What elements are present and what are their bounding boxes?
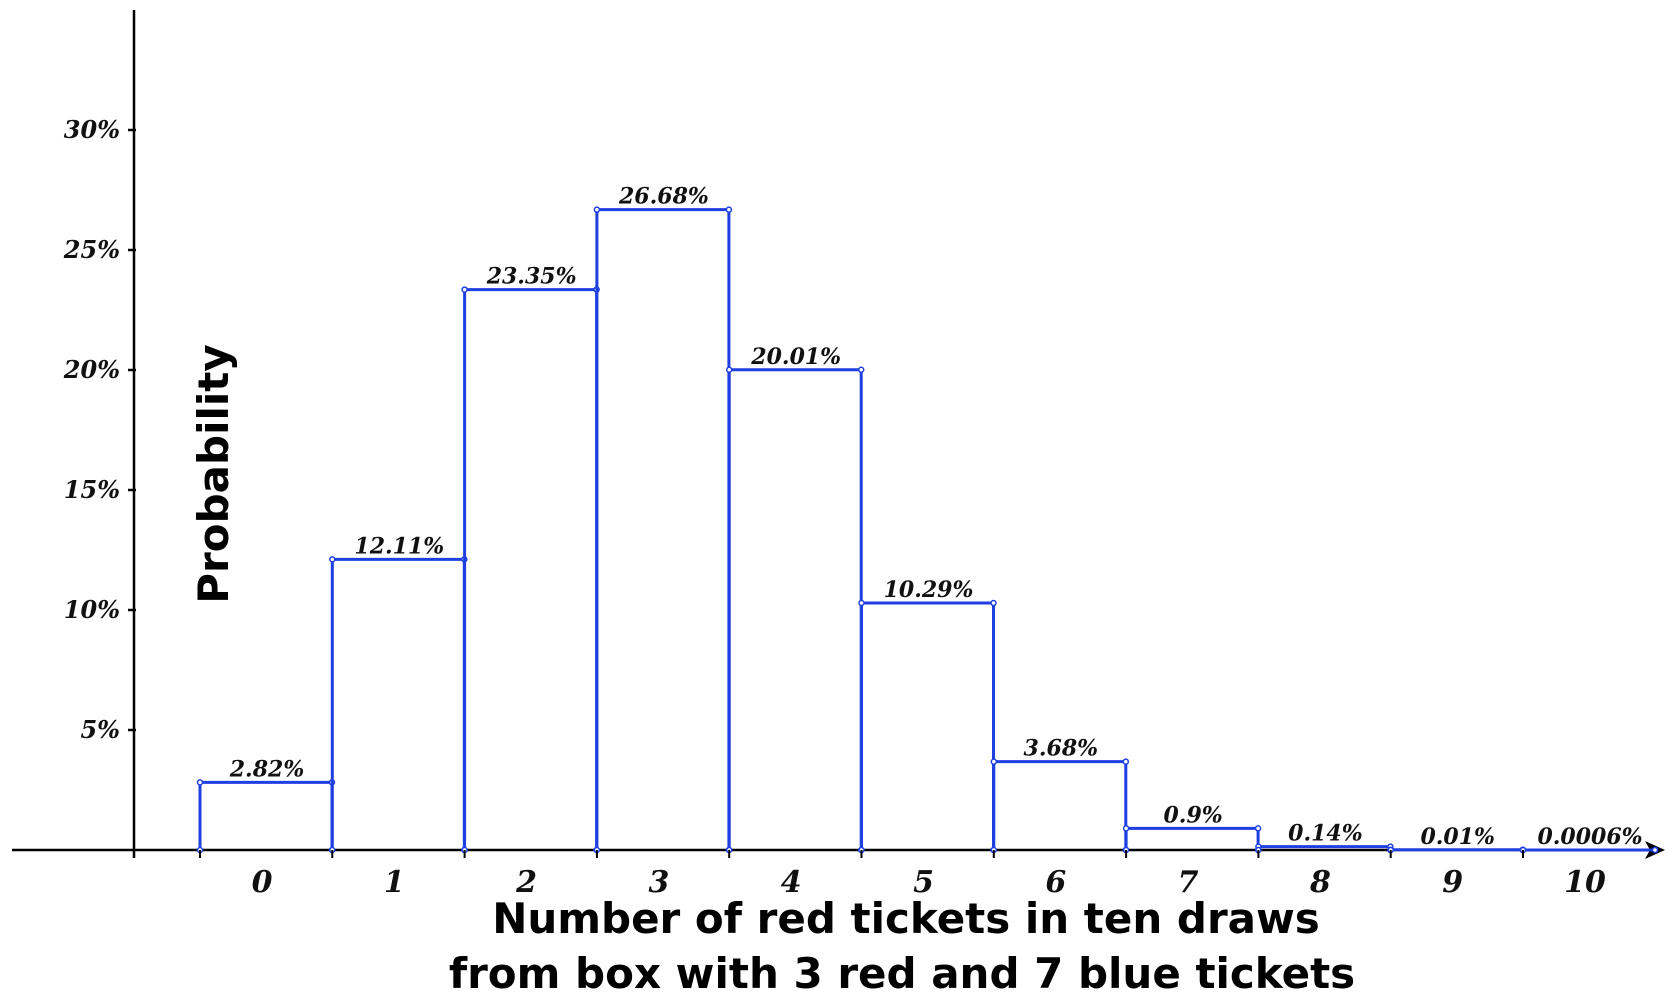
- bar-7: [1124, 826, 1260, 850]
- data-label-7: 0.9%: [1164, 802, 1223, 828]
- x-tick-label-4: 4: [781, 865, 802, 900]
- bar-vertex: [1122, 758, 1130, 765]
- data-label-2: 23.35%: [486, 264, 577, 290]
- axes: [12, 10, 1665, 859]
- bar-vertex: [1651, 846, 1659, 854]
- bar-vertex: [593, 206, 601, 213]
- bar-vertex: [329, 556, 336, 563]
- y-tick-label: 10%: [64, 595, 120, 624]
- y-ticks: 5% 10% 15% 20% 25% 30%: [63, 115, 136, 744]
- y-tick-label: 25%: [63, 235, 120, 264]
- data-label-8: 0.14%: [1288, 821, 1363, 847]
- bar-vertex: [857, 366, 865, 374]
- y-tick-label: 5%: [80, 715, 120, 744]
- x-ticks: 0 1 2 3 4 5 6 7 8 9 10: [199, 850, 1606, 900]
- y-axis-title: Probability: [189, 344, 238, 603]
- bar-5: [860, 601, 995, 850]
- x-tick-label-1: 1: [384, 865, 405, 900]
- bar-vertex: [725, 366, 733, 374]
- bar-vertex: [196, 779, 204, 786]
- x-tick-label-7: 7: [1178, 865, 1199, 900]
- x-tick-label-0: 0: [252, 865, 273, 900]
- bar-3: [595, 208, 731, 850]
- bar-vertex: [858, 599, 865, 607]
- x-tick-label-8: 8: [1309, 865, 1331, 900]
- bar-6: [992, 760, 1128, 850]
- data-label-3: 26.68%: [618, 184, 709, 210]
- bar-0: [198, 780, 334, 850]
- y-tick-label: 20%: [63, 355, 120, 384]
- bar-vertex: [1254, 825, 1262, 832]
- data-label-9: 0.01%: [1420, 824, 1495, 850]
- x-tick-label-5: 5: [913, 865, 934, 900]
- bars: [196, 206, 1659, 854]
- data-label-10: 0.0006%: [1537, 824, 1642, 850]
- data-label-1: 12.11%: [354, 533, 444, 559]
- x-tick-label-6: 6: [1045, 865, 1066, 900]
- x-tick-label-10: 10: [1564, 865, 1606, 900]
- x-axis-title-line-2: from box with 3 red and 7 blue tickets: [449, 949, 1355, 997]
- bar-2: [463, 288, 599, 850]
- y-tick-label: 30%: [64, 115, 120, 144]
- bar-vertex: [990, 599, 997, 607]
- bar-4: [727, 368, 863, 850]
- data-labels: 2.82% 12.11% 23.35% 26.68% 20.01% 10.29% 3.68%…: [229, 184, 1643, 850]
- x-tick-label-9: 9: [1442, 865, 1463, 900]
- bar-vertex: [725, 206, 733, 213]
- bar-vertex: [1122, 825, 1130, 832]
- bar-vertex: [461, 286, 468, 293]
- bar-1: [330, 557, 466, 850]
- bar-vertex: [990, 758, 998, 765]
- data-label-4: 20.01%: [750, 344, 841, 370]
- data-label-5: 10.29%: [884, 577, 974, 603]
- x-tick-label-3: 3: [648, 865, 669, 900]
- x-axis-title-line-1: Number of red tickets in ten draws: [492, 894, 1320, 943]
- x-tick-label-2: 2: [515, 865, 537, 900]
- data-label-6: 3.68%: [1024, 736, 1099, 762]
- y-tick-label: 15%: [64, 475, 120, 504]
- data-label-0: 2.82%: [229, 756, 305, 782]
